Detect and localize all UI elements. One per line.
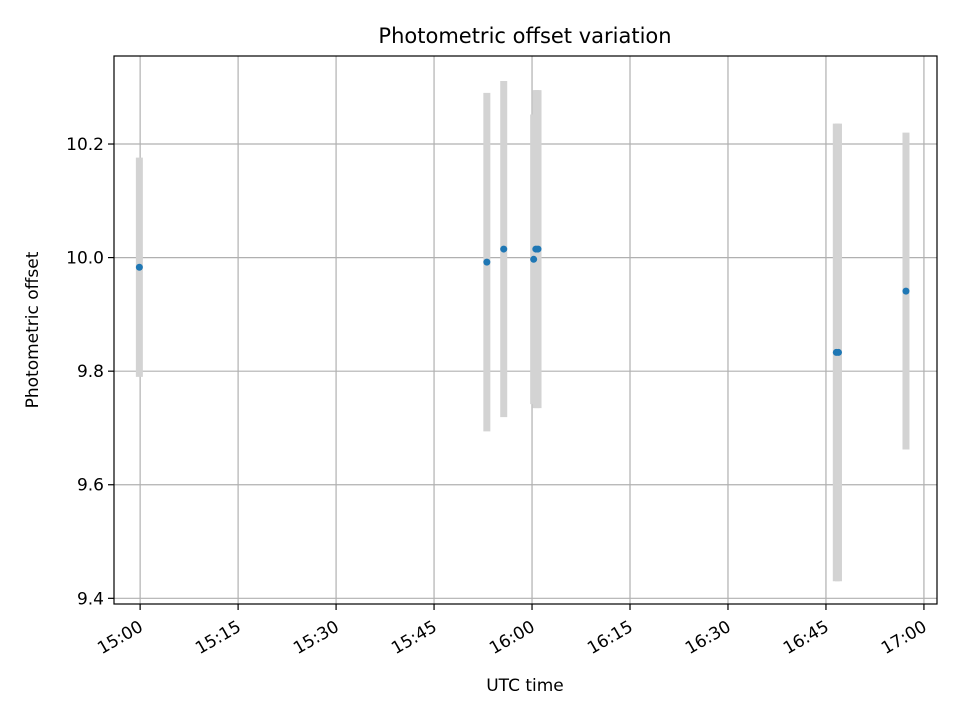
chart-title: Photometric offset variation <box>378 24 671 48</box>
y-tick-label: 9.8 <box>77 362 104 382</box>
y-tick-label: 10.0 <box>66 249 104 269</box>
data-point <box>530 255 538 263</box>
y-axis-label: Photometric offset <box>23 251 43 408</box>
data-point <box>500 245 508 253</box>
data-point <box>534 245 542 253</box>
plot-frame <box>113 55 938 605</box>
data-point <box>483 258 491 266</box>
y-tick-label: 9.6 <box>77 476 104 496</box>
data-point <box>834 348 842 356</box>
data-point <box>902 287 910 295</box>
data-point <box>135 263 143 271</box>
data-points <box>135 245 910 356</box>
y-tick-label: 10.2 <box>66 135 104 155</box>
x-axis-label: UTC time <box>486 676 564 696</box>
y-tick-label: 9.4 <box>77 589 104 609</box>
y-axis-ticks: 9.4 9.6 9.8 10.0 10.2 <box>66 135 114 609</box>
